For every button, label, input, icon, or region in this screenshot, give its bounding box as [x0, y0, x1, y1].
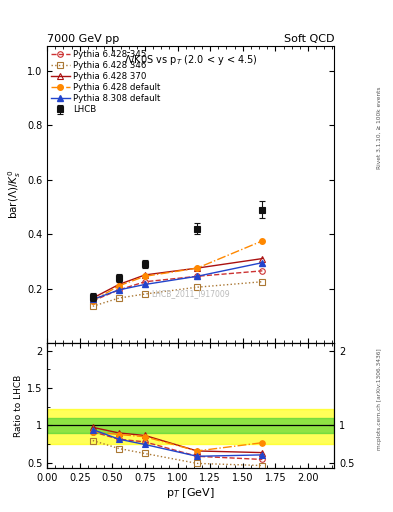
- Pythia 6.428 370: [260, 255, 265, 262]
- Line: Pythia 8.308 default: Pythia 8.308 default: [90, 260, 265, 302]
- Pythia 8.308 default: [260, 260, 265, 266]
- Line: Pythia 6.428 370: Pythia 6.428 370: [90, 256, 265, 301]
- X-axis label: p$_T$ [GeV]: p$_T$ [GeV]: [166, 486, 215, 500]
- Pythia 6.428 345: [143, 279, 147, 285]
- Line: Pythia 6.428 346: Pythia 6.428 346: [90, 279, 265, 309]
- Pythia 6.428 345: [195, 273, 200, 280]
- Pythia 6.428 default: [117, 283, 121, 289]
- Pythia 6.428 370: [143, 272, 147, 278]
- Line: Pythia 6.428 345: Pythia 6.428 345: [90, 268, 265, 304]
- Text: 7000 GeV pp: 7000 GeV pp: [47, 33, 119, 44]
- Pythia 8.308 default: [90, 296, 95, 303]
- Pythia 8.308 default: [117, 287, 121, 293]
- Text: LHCB_2011_I917009: LHCB_2011_I917009: [151, 289, 230, 298]
- Pythia 6.428 370: [195, 265, 200, 271]
- Legend: Pythia 6.428 345, Pythia 6.428 346, Pythia 6.428 370, Pythia 6.428 default, Pyth: Pythia 6.428 345, Pythia 6.428 346, Pyth…: [49, 48, 162, 116]
- Pythia 6.428 345: [90, 298, 95, 304]
- Pythia 8.308 default: [143, 282, 147, 288]
- Pythia 6.428 370: [117, 282, 121, 288]
- Bar: [47, 418, 334, 433]
- Pythia 6.428 346: [260, 279, 265, 285]
- Bar: [47, 409, 334, 444]
- Line: Pythia 6.428 default: Pythia 6.428 default: [90, 238, 265, 304]
- Pythia 6.428 346: [90, 303, 95, 309]
- Pythia 6.428 default: [143, 273, 147, 280]
- Pythia 6.428 345: [117, 287, 121, 293]
- Pythia 8.308 default: [195, 273, 200, 280]
- Pythia 6.428 370: [90, 295, 95, 301]
- Text: Rivet 3.1.10, ≥ 100k events: Rivet 3.1.10, ≥ 100k events: [377, 87, 382, 169]
- Y-axis label: bar($\Lambda$)/$K_s^0$: bar($\Lambda$)/$K_s^0$: [6, 170, 23, 219]
- Text: Soft QCD: Soft QCD: [284, 33, 334, 44]
- Pythia 6.428 346: [195, 284, 200, 290]
- Text: mcplots.cern.ch [arXiv:1306.3436]: mcplots.cern.ch [arXiv:1306.3436]: [377, 349, 382, 450]
- Pythia 6.428 346: [117, 295, 121, 301]
- Pythia 6.428 345: [260, 268, 265, 274]
- Text: $\bar{\Lambda}$/K0S vs p$_{T}$ (2.0 < y < 4.5): $\bar{\Lambda}$/K0S vs p$_{T}$ (2.0 < y …: [124, 52, 257, 68]
- Y-axis label: Ratio to LHCB: Ratio to LHCB: [14, 375, 23, 437]
- Pythia 6.428 default: [260, 238, 265, 244]
- Pythia 6.428 default: [90, 298, 95, 304]
- Pythia 6.428 default: [195, 265, 200, 271]
- Pythia 6.428 346: [143, 291, 147, 297]
